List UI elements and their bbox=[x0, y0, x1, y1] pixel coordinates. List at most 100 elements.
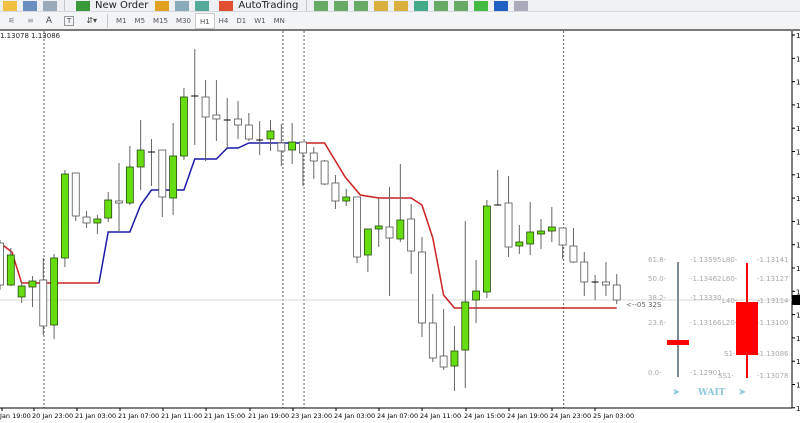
navigator-icon[interactable] bbox=[175, 1, 190, 11]
time-label: 24 Jan 15:00 bbox=[464, 412, 505, 420]
candle bbox=[125, 146, 134, 205]
candle-body-bull bbox=[180, 96, 188, 157]
chart-shift-icon[interactable] bbox=[434, 1, 449, 11]
time-label: Jan 19:00 bbox=[0, 412, 31, 420]
candle bbox=[602, 262, 610, 296]
candle bbox=[17, 282, 26, 303]
candle bbox=[39, 258, 48, 335]
level-candle-body bbox=[736, 302, 758, 355]
fib-price-label: -1.13462 bbox=[690, 275, 721, 283]
timeframe-m15[interactable]: M15 bbox=[153, 16, 168, 25]
candle bbox=[201, 80, 210, 161]
price-tick-label: 1. bbox=[796, 288, 800, 296]
time-label: 23 Jan 23:00 bbox=[291, 412, 332, 420]
fib-price-label: -1.12901 bbox=[690, 369, 721, 377]
candle-body-bull bbox=[472, 290, 480, 301]
time-label: 24 Jan 03:00 bbox=[334, 412, 375, 420]
indicators-icon[interactable] bbox=[474, 1, 489, 11]
fib-price-label: -1.13166 bbox=[690, 319, 722, 327]
metaeditor-icon[interactable] bbox=[155, 1, 170, 11]
candle-body-bull bbox=[526, 231, 535, 245]
favorites-icon[interactable] bbox=[3, 1, 17, 11]
zoom-in-icon[interactable] bbox=[374, 1, 389, 11]
zoom-out-icon[interactable] bbox=[394, 1, 409, 11]
candle bbox=[407, 204, 416, 274]
candle-body-bear bbox=[331, 182, 340, 202]
price-chart[interactable]: 1. 1. 1. 1. 1. 1. 1. 1. 1. 1. 1. 1. 1. 1. 1. 1. 1. Jan 19… bbox=[0, 31, 800, 423]
fib-level-label: 61.8- bbox=[648, 256, 667, 264]
fib-position-marker bbox=[667, 340, 689, 345]
text-icon[interactable]: A bbox=[45, 15, 53, 26]
candle bbox=[363, 228, 372, 272]
candle-body-bull bbox=[547, 226, 556, 232]
periods-icon[interactable] bbox=[494, 1, 509, 11]
timeframe-h1[interactable]: H1 bbox=[194, 12, 215, 29]
candle-chart-icon[interactable] bbox=[334, 1, 349, 11]
zoom-icon[interactable] bbox=[43, 1, 57, 11]
candle-body-bull bbox=[93, 218, 102, 224]
text-label-icon[interactable]: T bbox=[64, 15, 75, 26]
timeframe-m1[interactable]: M1 bbox=[116, 16, 127, 25]
candle-body-bull bbox=[363, 228, 372, 256]
candle-body-bull bbox=[169, 155, 178, 199]
tile-windows-icon[interactable] bbox=[414, 1, 429, 11]
trend-line-up bbox=[98, 142, 306, 284]
timeframe-d1[interactable]: D1 bbox=[236, 16, 247, 25]
timeframe-w1[interactable]: W1 bbox=[254, 16, 266, 25]
candle bbox=[558, 227, 567, 259]
price-tick-label: 1. bbox=[796, 358, 800, 366]
plot-area bbox=[0, 31, 792, 408]
candle-body-bear bbox=[612, 284, 621, 301]
candle bbox=[526, 202, 535, 255]
timeframe-m5[interactable]: M5 bbox=[134, 16, 146, 25]
candle-body-bull bbox=[482, 205, 491, 293]
candle bbox=[547, 207, 556, 242]
candle-body-bull bbox=[461, 301, 470, 351]
bar-chart-icon[interactable] bbox=[314, 1, 329, 11]
candle bbox=[0, 240, 4, 290]
candle bbox=[212, 80, 221, 141]
time-label: 24 Jan 11:00 bbox=[420, 412, 461, 420]
candle bbox=[461, 221, 470, 388]
autotrading-button[interactable]: AutoTrading bbox=[216, 1, 298, 11]
price-tick-label: 1. bbox=[796, 79, 800, 87]
fibonacci-icon[interactable]: ⚟ bbox=[8, 16, 16, 25]
candle bbox=[180, 88, 188, 160]
price-tick-label: 1. bbox=[796, 195, 800, 203]
timeframe-m30[interactable]: M30 bbox=[176, 16, 191, 25]
market-icon[interactable] bbox=[195, 1, 210, 11]
timeframe-h4[interactable]: H4 bbox=[218, 16, 229, 25]
candle-body-bear bbox=[212, 114, 221, 120]
new-order-button[interactable]: New Order bbox=[73, 1, 148, 11]
level-name-label: L80- bbox=[722, 256, 738, 264]
line-chart-icon[interactable] bbox=[354, 1, 369, 11]
candle-body-bear bbox=[385, 226, 394, 239]
time-label: 20 Jan 23:00 bbox=[32, 412, 73, 420]
timeframe-mn[interactable]: MN bbox=[273, 16, 285, 25]
candle bbox=[234, 101, 242, 139]
level-name-label: SS1- bbox=[718, 372, 734, 380]
candle bbox=[169, 123, 178, 215]
candle bbox=[288, 123, 297, 164]
candle bbox=[147, 139, 155, 186]
new-order-label: New Order bbox=[95, 0, 149, 11]
candle bbox=[115, 163, 123, 232]
candle bbox=[569, 228, 578, 263]
fib-level-label: 0.0- bbox=[648, 369, 662, 377]
templates-icon[interactable] bbox=[514, 1, 529, 11]
candle bbox=[396, 164, 405, 242]
candle-body-bear bbox=[244, 124, 253, 140]
candle-body-bear bbox=[0, 242, 4, 286]
candle-body-bull bbox=[6, 254, 15, 286]
candle bbox=[71, 172, 80, 221]
candle bbox=[82, 211, 91, 228]
autoscroll-icon[interactable] bbox=[454, 1, 469, 11]
lines-icon[interactable]: ≡ bbox=[27, 16, 34, 25]
arrows-icon[interactable]: ⇵▾ bbox=[86, 16, 98, 25]
level-name-label: L20- bbox=[722, 319, 738, 327]
candle-body-bear bbox=[418, 251, 426, 324]
candle bbox=[28, 276, 37, 307]
candle bbox=[472, 260, 480, 323]
candle bbox=[191, 49, 199, 145]
save-icon[interactable] bbox=[23, 1, 37, 11]
